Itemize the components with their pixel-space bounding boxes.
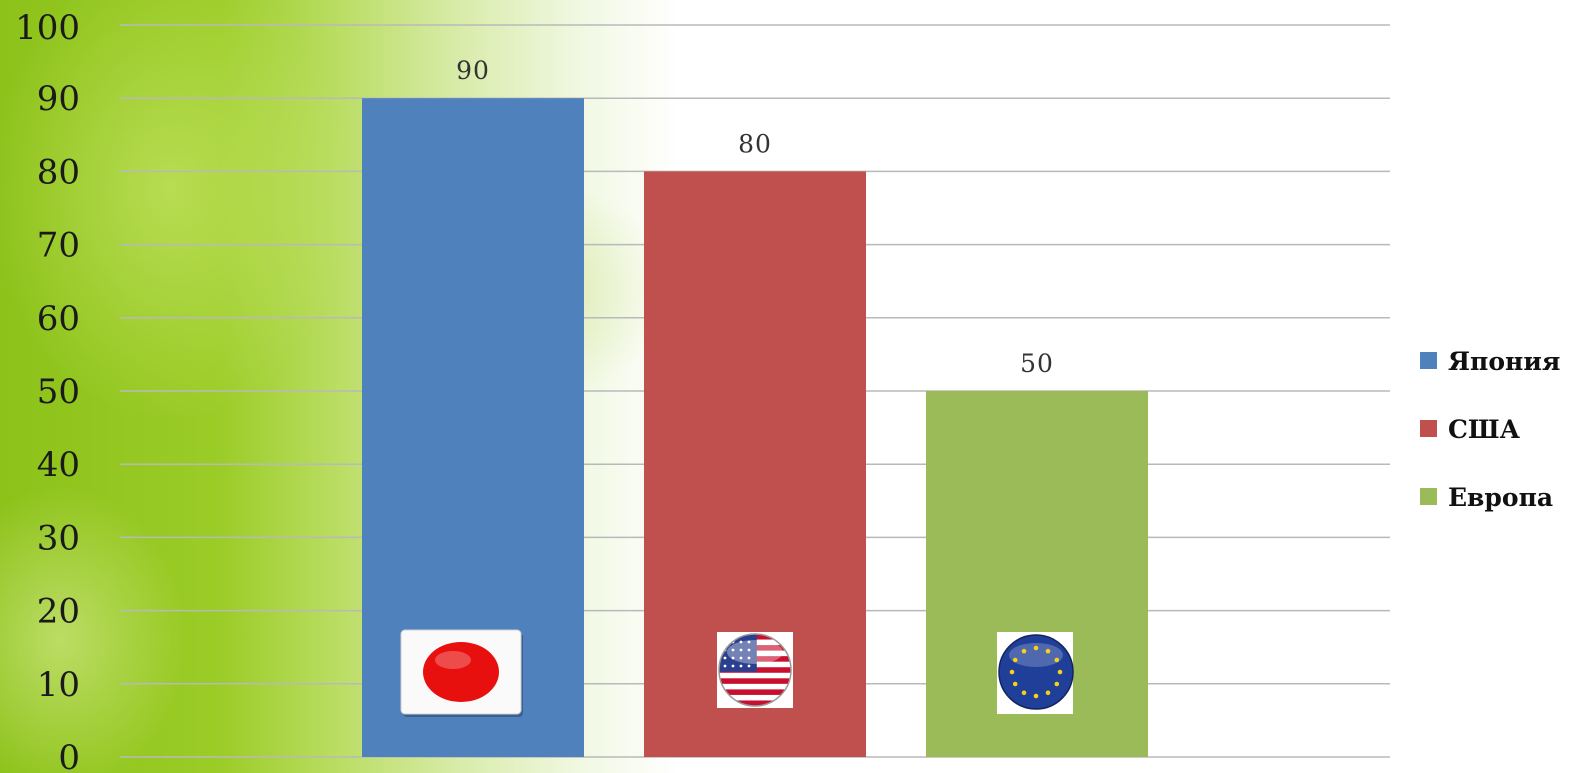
legend-swatch [1420,488,1437,505]
legend-label: Европа [1448,483,1553,512]
y-tick-label: 0 [58,738,80,773]
y-tick-label: 10 [37,665,80,705]
legend-label: Япония [1448,347,1560,376]
legend-item: Европа [1420,483,1553,512]
y-tick-label: 60 [37,299,80,339]
y-tick-label: 70 [37,226,80,266]
y-tick-label: 90 [37,79,80,119]
y-tick-label: 40 [37,445,80,485]
usa-flag-icon [717,632,793,708]
legend: Япония США Европа [1420,347,1560,512]
legend-swatch [1420,352,1437,369]
y-tick-label: 100 [15,8,80,48]
legend-label: США [1448,415,1521,444]
data-label: 80 [738,129,772,158]
y-tick-label: 30 [37,518,80,558]
data-label: 50 [1020,349,1054,378]
legend-swatch [1420,420,1437,437]
y-tick-label: 20 [37,592,80,632]
data-labels: 90 80 50 [456,56,1054,378]
y-tick-label: 80 [37,152,80,192]
eu-flag-icon [997,632,1074,714]
legend-item: США [1420,415,1521,444]
y-axis-tick-labels: 0 10 20 30 40 50 60 70 80 90 100 [15,8,80,773]
data-label: 90 [456,56,490,85]
flag-icons [400,629,1074,717]
legend-item: Япония [1420,347,1560,376]
japan-flag-icon [400,629,523,717]
y-tick-label: 50 [37,372,80,412]
